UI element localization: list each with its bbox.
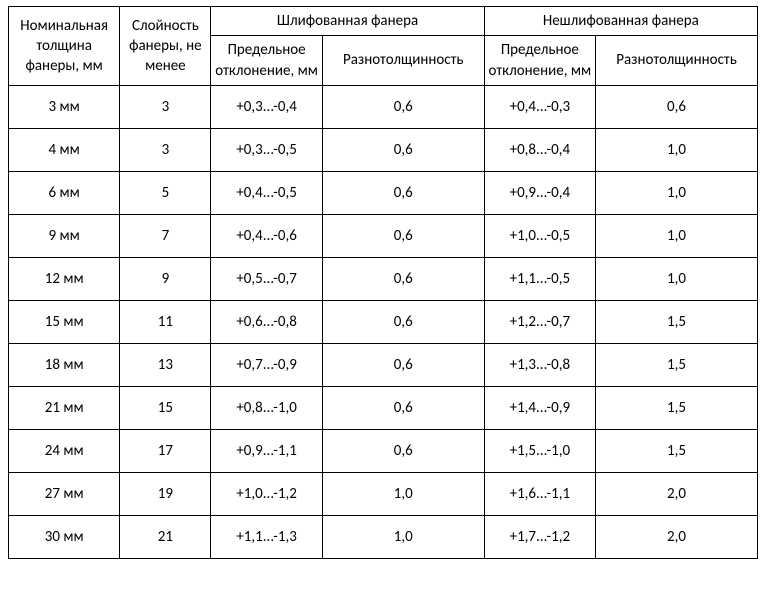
cell-unsanded-deviation: +1,7...-1,2: [484, 515, 595, 558]
cell-nominal: 24 мм: [9, 429, 120, 472]
cell-unsanded-thickness-var: 1,0: [596, 214, 758, 257]
cell-sanded-deviation: +0,5...-0,7: [211, 257, 322, 300]
cell-sanded-thickness-var: 0,6: [322, 257, 484, 300]
cell-layers: 21: [120, 515, 211, 558]
cell-nominal: 4 мм: [9, 128, 120, 171]
cell-unsanded-thickness-var: 1,5: [596, 429, 758, 472]
cell-unsanded-deviation: +0,8...-0,4: [484, 128, 595, 171]
cell-nominal: 27 мм: [9, 472, 120, 515]
header-sanded-deviation: Предельное отклонение, мм: [211, 36, 322, 86]
header-unsanded-thickness-var: Разнотолщинность: [596, 36, 758, 86]
table-row: 18 мм13+0,7...-0,90,6+1,3...-0,81,5: [9, 343, 758, 386]
cell-sanded-deviation: +0,4...-0,5: [211, 171, 322, 214]
cell-nominal: 30 мм: [9, 515, 120, 558]
cell-sanded-thickness-var: 1,0: [322, 472, 484, 515]
cell-unsanded-deviation: +1,1...-0,5: [484, 257, 595, 300]
header-nominal: Номинальная толщина фанеры, мм: [9, 7, 120, 86]
cell-sanded-thickness-var: 0,6: [322, 300, 484, 343]
cell-unsanded-deviation: +1,0...-0,5: [484, 214, 595, 257]
table-row: 21 мм15+0,8...-1,00,6+1,4...-0,91,5: [9, 386, 758, 429]
cell-unsanded-thickness-var: 1,0: [596, 128, 758, 171]
cell-unsanded-deviation: +1,6...-1,1: [484, 472, 595, 515]
cell-sanded-thickness-var: 0,6: [322, 429, 484, 472]
cell-nominal: 12 мм: [9, 257, 120, 300]
plywood-table-container: Номинальная толщина фанеры, мм Слойность…: [0, 0, 766, 590]
cell-sanded-deviation: +0,7...-0,9: [211, 343, 322, 386]
cell-sanded-thickness-var: 0,6: [322, 171, 484, 214]
table-body: 3 мм3+0,3...-0,40,6+0,4...-0,30,64 мм3+0…: [9, 85, 758, 558]
cell-sanded-thickness-var: 1,0: [322, 515, 484, 558]
table-row: 12 мм9+0,5...-0,70,6+1,1...-0,51,0: [9, 257, 758, 300]
cell-sanded-deviation: +0,8...-1,0: [211, 386, 322, 429]
cell-nominal: 15 мм: [9, 300, 120, 343]
plywood-table: Номинальная толщина фанеры, мм Слойность…: [8, 6, 758, 559]
header-sanded-thickness-var: Разнотолщинность: [322, 36, 484, 86]
cell-layers: 7: [120, 214, 211, 257]
header-unsanded-group: Нешлифованная фанера: [484, 7, 757, 36]
table-row: 24 мм17+0,9...-1,10,6+1,5...-1,01,5: [9, 429, 758, 472]
cell-sanded-thickness-var: 0,6: [322, 343, 484, 386]
cell-nominal: 3 мм: [9, 85, 120, 128]
table-row: 15 мм11+0,6...-0,80,6+1,2...-0,71,5: [9, 300, 758, 343]
cell-layers: 3: [120, 85, 211, 128]
table-row: 30 мм21+1,1...-1,31,0+1,7...-1,22,0: [9, 515, 758, 558]
cell-sanded-deviation: +0,9...-1,1: [211, 429, 322, 472]
cell-sanded-deviation: +0,6...-0,8: [211, 300, 322, 343]
table-row: 4 мм3+0,3...-0,50,6+0,8...-0,41,0: [9, 128, 758, 171]
cell-layers: 11: [120, 300, 211, 343]
cell-unsanded-deviation: +0,4...-0,3: [484, 85, 595, 128]
cell-nominal: 21 мм: [9, 386, 120, 429]
cell-unsanded-thickness-var: 0,6: [596, 85, 758, 128]
cell-unsanded-deviation: +1,3...-0,8: [484, 343, 595, 386]
cell-layers: 3: [120, 128, 211, 171]
cell-sanded-deviation: +0,4...-0,6: [211, 214, 322, 257]
cell-unsanded-thickness-var: 2,0: [596, 472, 758, 515]
cell-unsanded-thickness-var: 1,5: [596, 386, 758, 429]
cell-nominal: 18 мм: [9, 343, 120, 386]
cell-sanded-deviation: +0,3...-0,5: [211, 128, 322, 171]
cell-layers: 5: [120, 171, 211, 214]
cell-unsanded-deviation: +1,5...-1,0: [484, 429, 595, 472]
cell-layers: 15: [120, 386, 211, 429]
cell-sanded-thickness-var: 0,6: [322, 214, 484, 257]
table-header: Номинальная толщина фанеры, мм Слойность…: [9, 7, 758, 86]
cell-unsanded-thickness-var: 1,5: [596, 300, 758, 343]
table-row: 3 мм3+0,3...-0,40,6+0,4...-0,30,6: [9, 85, 758, 128]
table-row: 9 мм7+0,4...-0,60,6+1,0...-0,51,0: [9, 214, 758, 257]
cell-layers: 19: [120, 472, 211, 515]
header-sanded-group: Шлифованная фанера: [211, 7, 484, 36]
table-row: 27 мм19+1,0...-1,21,0+1,6...-1,12,0: [9, 472, 758, 515]
table-row: 6 мм5+0,4...-0,50,6+0,9...-0,41,0: [9, 171, 758, 214]
cell-unsanded-deviation: +1,4...-0,9: [484, 386, 595, 429]
cell-unsanded-thickness-var: 1,0: [596, 171, 758, 214]
cell-layers: 9: [120, 257, 211, 300]
header-unsanded-deviation: Предельное отклонение, мм: [484, 36, 595, 86]
cell-nominal: 6 мм: [9, 171, 120, 214]
cell-nominal: 9 мм: [9, 214, 120, 257]
cell-unsanded-thickness-var: 1,0: [596, 257, 758, 300]
header-layers: Слойность фанеры, не менее: [120, 7, 211, 86]
cell-unsanded-thickness-var: 2,0: [596, 515, 758, 558]
cell-unsanded-deviation: +0,9...-0,4: [484, 171, 595, 214]
cell-layers: 17: [120, 429, 211, 472]
cell-unsanded-deviation: +1,2...-0,7: [484, 300, 595, 343]
cell-sanded-thickness-var: 0,6: [322, 386, 484, 429]
cell-sanded-thickness-var: 0,6: [322, 85, 484, 128]
cell-sanded-deviation: +1,0...-1,2: [211, 472, 322, 515]
cell-layers: 13: [120, 343, 211, 386]
cell-sanded-thickness-var: 0,6: [322, 128, 484, 171]
cell-unsanded-thickness-var: 1,5: [596, 343, 758, 386]
cell-sanded-deviation: +0,3...-0,4: [211, 85, 322, 128]
cell-sanded-deviation: +1,1...-1,3: [211, 515, 322, 558]
